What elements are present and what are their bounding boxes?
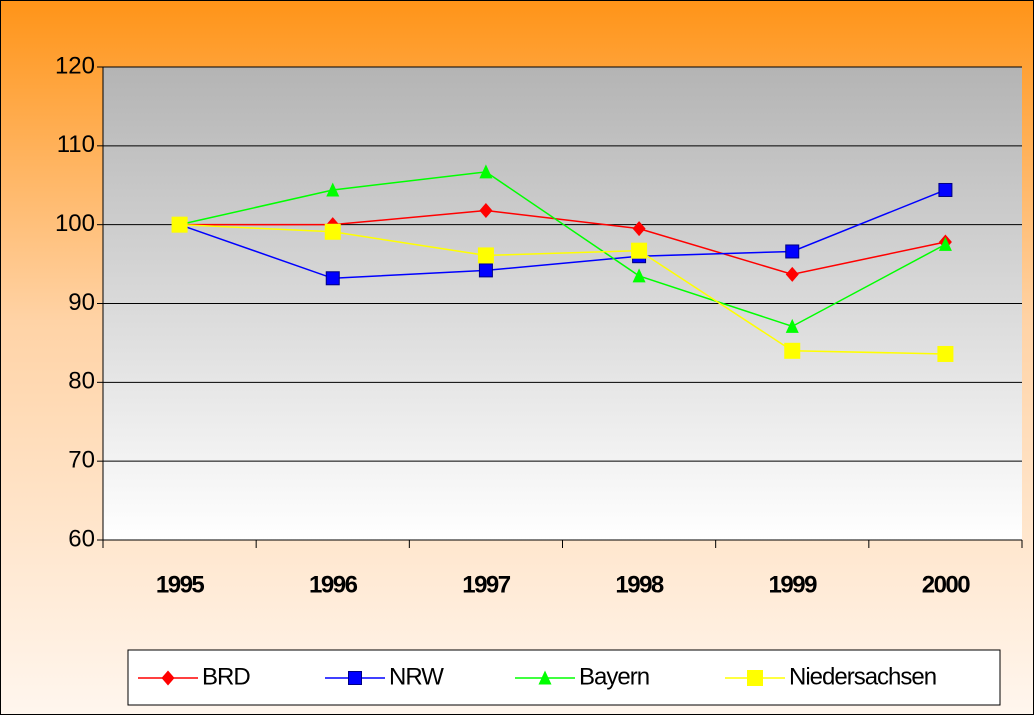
series-line [179,223,946,355]
data-point [785,266,799,282]
data-point [479,202,493,218]
data-point [938,236,952,251]
data-point [784,342,801,359]
y-tick-label: 110 [57,131,95,158]
y-tick-label: 60 [68,525,95,552]
data-point [785,318,799,333]
legend-label: Niedersachsen [789,663,936,690]
legend-label: NRW [389,663,444,690]
data-point [477,247,494,264]
y-tick-label: 100 [55,210,95,237]
legend-marker [747,670,763,686]
legend-marker [348,671,362,685]
x-tick-label: 1999 [769,571,818,598]
data-point [325,271,340,286]
data-point [785,244,800,259]
series-line [179,209,946,276]
data-point [324,223,341,240]
x-tick-label: 1995 [156,571,205,598]
data-point [937,345,954,362]
data-point [326,182,340,197]
x-tick-label: 1997 [462,571,511,598]
x-tick-label: 2000 [922,571,971,598]
data-point [478,263,493,278]
data-point [631,242,648,259]
data-point [171,216,188,233]
x-tick-label: 1996 [309,571,358,598]
legend-marker [538,670,552,685]
data-point [938,182,953,197]
x-tick-label: 1998 [615,571,664,598]
y-tick-label: 80 [68,368,95,395]
data-point [632,221,646,237]
legend-label: Bayern [579,663,649,690]
legend-label: BRD [202,663,250,690]
series-line [179,171,946,328]
data-point [479,164,493,179]
data-point [632,268,646,283]
legend-marker [161,670,175,686]
y-tick-label: 70 [68,447,95,474]
y-tick-label: 120 [55,52,95,79]
y-tick-label: 90 [68,289,95,316]
series-line [179,189,946,280]
